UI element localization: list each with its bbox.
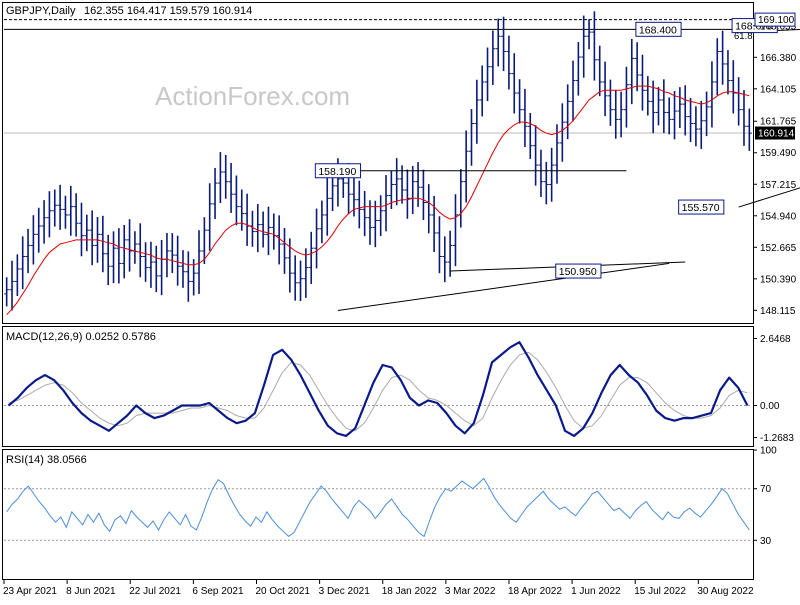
x-tick-label: 20 Oct 2021 [255,586,310,597]
label-158190-box [314,163,362,179]
watermark: ActionForex.com [155,81,350,111]
price-panel-frame [2,2,754,324]
price-y-tick-label: 166.380 [760,53,797,64]
current-price-label: 160.914 [758,129,795,140]
x-tick-label: 18 Apr 2022 [508,586,562,597]
rsi-layer [4,477,752,541]
label-158190: 158.190 [318,166,356,178]
macd-y-tick-label: -1.2683 [760,433,794,444]
price-y-tick-label: 150.390 [760,274,797,285]
rising-support-line [738,187,800,208]
macd-y-tick-label: 2.6468 [760,334,791,345]
macd-line [7,341,749,437]
macd-signal-line [8,351,748,432]
x-tick-label: 15 Jul 2022 [634,586,686,597]
label-168400-box [635,21,682,37]
label-150950: 150.950 [559,266,597,278]
y-label-169100-box [754,12,796,27]
price-y-tick-label: 157.215 [760,180,797,191]
macd-panel-frame [2,326,754,447]
x-tick-label: 18 Jan 2022 [382,586,437,597]
label-168400: 168.400 [639,24,677,36]
rsi-y-tick-label: 70 [760,484,772,495]
rsi-y-tick-label: 30 [760,536,772,547]
resistance-upper-line [738,28,800,33]
x-tick-label: 3 Dec 2021 [319,586,371,597]
ohlc-label: 162.355 164.417 159.579 160.914 [84,5,252,17]
x-tick-label: 30 Aug 2022 [697,586,754,597]
x-tick-label: 6 Sep 2021 [192,586,244,597]
sma-line [6,85,750,316]
price-y-tick-label: 164.105 [760,84,797,95]
macd-label: MACD(12,26,9) 0.0252 0.5786 [6,331,156,343]
y-label-169100: 169.100 [758,15,795,26]
axis-layer: 168.655 166.380 164.105 161.765 159.490 157.2… [3,12,797,597]
rsi-line [6,477,750,538]
macd-y-tick-label: 0.00 [760,401,780,412]
label-150950-box [555,263,602,279]
x-tick-label: 3 Mar 2022 [445,586,496,597]
x-tick-label: 1 Jun 2022 [571,586,621,597]
macd-layer [4,341,752,437]
label-155570: 155.570 [682,202,720,214]
price-y-tick-label: 152.665 [760,243,797,254]
price-y-tick-label: 148.115 [760,306,796,317]
price-y-tick-label: 154.940 [760,211,797,222]
symbol-label: GBPJPY,Daily [6,5,76,17]
rsi-y-tick-label: 100 [760,446,777,457]
current-price-box [755,126,795,140]
x-tick-label: 23 Apr 2021 [3,586,57,597]
price-y-tick-label: 161.765 [760,117,797,128]
label-fib-61-8: 61.8 [734,31,753,42]
price-y-tick-label: 168.655 [760,21,797,32]
rsi-label: RSI(14) 38.0566 [6,454,87,466]
price-y-tick-label: 159.490 [760,148,797,159]
label-155570-box [678,199,725,215]
x-tick-label: 8 Jun 2021 [66,586,116,597]
long-support-line [337,262,670,312]
x-tick-label: 22 Jul 2021 [129,586,181,597]
price-layer [4,11,752,316]
rsi-panel-frame [2,449,754,580]
